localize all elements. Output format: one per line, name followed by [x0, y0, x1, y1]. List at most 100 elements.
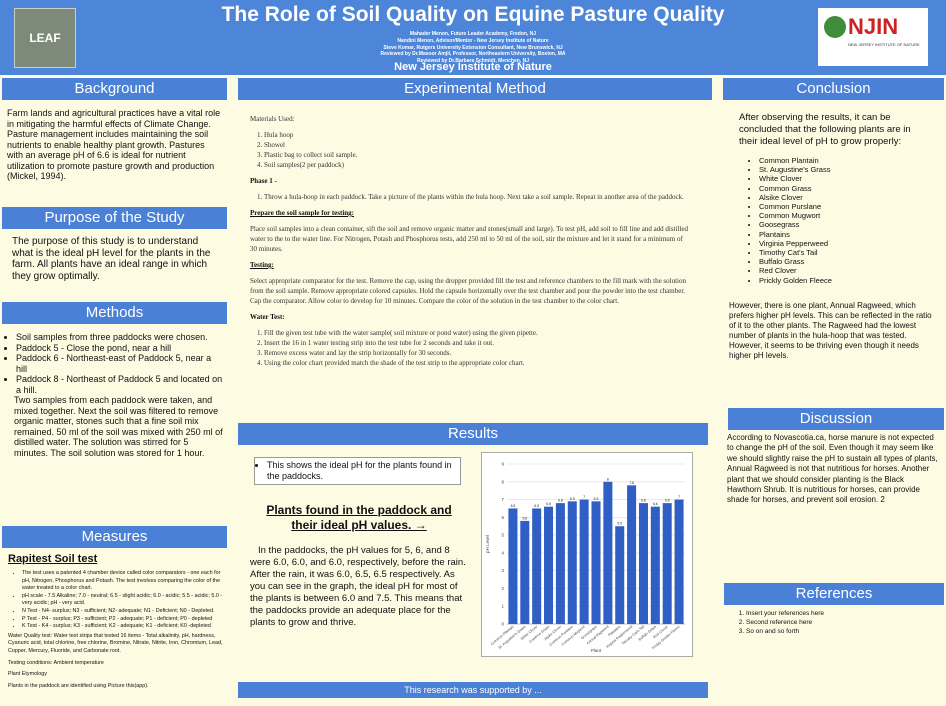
methods-note: Two samples from each paddock were taken…: [14, 395, 223, 458]
list-item: Nandini Menon, Advisor/Mentor - New Jers…: [397, 37, 549, 44]
list-item: Second reference here: [746, 618, 946, 627]
list-item: Hula hoop: [264, 130, 690, 140]
prepare-title: Prepare the soil sample for testing:: [250, 209, 355, 217]
bar: [650, 506, 660, 624]
discussion-text: According to Novascotia.ca, horse manure…: [727, 433, 938, 505]
list-item: Red Clover: [759, 266, 939, 275]
section-heading: Conclusion: [723, 78, 944, 100]
water-title: Water Test:: [250, 313, 285, 321]
bar: [508, 508, 518, 624]
list-item: Plants in the paddock are identified usi…: [8, 682, 149, 689]
results-box-text: This shows the ideal pH for the plants f…: [267, 460, 460, 482]
measures-block: The test uses a patented 4 chamber devic…: [8, 570, 230, 694]
list-item: Throw a hula-hoop in each paddock. Take …: [264, 192, 690, 202]
list-item: Buffalo Grass: [759, 257, 939, 266]
phase-title: Phase 1 -: [250, 177, 277, 185]
header-band: [0, 0, 946, 75]
section-heading: References: [724, 583, 944, 605]
bar: [520, 520, 530, 624]
list-item: Soil samples(2 per paddock): [264, 160, 690, 170]
results-caption: Plants found in the paddock and their id…: [266, 503, 452, 532]
list-item: Insert your references here: [746, 609, 946, 618]
bar: [615, 526, 625, 624]
list-item: Common Grass: [759, 184, 939, 193]
prepare-text: Place soil samples into a clean containe…: [250, 225, 688, 253]
value-label: 6.5: [511, 504, 516, 508]
section-heading: Experimental Method: [238, 78, 712, 100]
y-tick-label: 6: [501, 515, 504, 520]
list-item: Common Plantain: [759, 156, 939, 165]
measures-paragraphs: Water Quality test: Water test strips th…: [8, 633, 230, 691]
value-label: 6.6: [653, 502, 658, 506]
conclusion-intro: After observing the results, it can be c…: [739, 112, 911, 147]
conclusion-list: Common PlantainSt. Augustine's GrassWhit…: [745, 156, 939, 285]
bar: [532, 508, 542, 624]
list-item: The test uses a patented 4 chamber devic…: [22, 570, 230, 593]
methods-block: Soil samples from three paddocks were ch…: [2, 332, 224, 458]
results-box: This shows the ideal pH for the plants f…: [254, 457, 461, 485]
list-item: Virginia Pepperweed: [759, 239, 939, 248]
footer: This research was supported by ...: [238, 682, 708, 698]
list-item: Mahader Menon, Future Leader Academy, Fr…: [409, 31, 537, 37]
logo-left: LEAF: [14, 8, 76, 68]
bar: [662, 503, 672, 624]
y-tick-label: 5: [501, 533, 504, 538]
list-item: Paddock 5 - Close the pond, near a hill: [16, 343, 224, 354]
references-list: Insert your references hereSecond refere…: [730, 609, 946, 636]
value-label: 6.8: [665, 499, 670, 503]
value-label: 6.8: [641, 499, 646, 503]
list-item: Showel: [264, 140, 690, 150]
results-box-list: This shows the ideal pH for the plants f…: [255, 460, 460, 482]
section-heading: Discussion: [728, 408, 944, 430]
list-item: Plastic bag to collect soil sample.: [264, 150, 690, 160]
list-item: Plant Etymology: [8, 671, 47, 678]
list-item: N Test - N4- surplus; N3 - sufficient; N…: [22, 608, 230, 616]
methods-list: Soil samples from three paddocks were ch…: [2, 332, 224, 395]
x-axis-label: Plant: [591, 648, 602, 653]
bar: [627, 485, 637, 624]
list-item: Alsike Clover: [759, 193, 939, 202]
list-item: St. Augustine's Grass: [759, 165, 939, 174]
list-item: Prickly Golden Fleece: [759, 276, 939, 285]
bar: [603, 481, 613, 624]
value-label: 6.9: [594, 497, 599, 501]
list-item: Using the color chart provided match the…: [264, 358, 690, 368]
measures-list: The test uses a patented 4 chamber devic…: [8, 570, 230, 631]
list-item: Soil samples from three paddocks were ch…: [16, 332, 224, 343]
title: The Role of Soil Quality on Equine Pastu…: [221, 3, 725, 26]
section-heading: Measures: [2, 526, 227, 548]
value-label: 7: [583, 495, 585, 499]
results-text: In the paddocks, the pH values for 5, 6,…: [250, 545, 466, 628]
y-tick-label: 8: [501, 479, 504, 484]
section-heading: Methods: [2, 302, 227, 324]
list-item: Common Purslane: [759, 202, 939, 211]
value-label: 5.5: [617, 522, 622, 526]
phase-list: Throw a hula-hoop in each paddock. Take …: [250, 192, 690, 202]
list-item: Timothy Cat's Tail: [759, 248, 939, 257]
value-label: 6.6: [546, 502, 551, 506]
y-tick-label: 1: [501, 604, 504, 609]
list-item: Paddock 8 - Northeast of Paddock 5 and l…: [16, 374, 224, 395]
authors: Mahader Menon, Future Leader Academy, Fr…: [250, 31, 696, 65]
list-item: So on and so forth: [746, 627, 946, 636]
bar: [638, 503, 648, 624]
logo-right: NJIN: [848, 14, 899, 39]
list-item: Reviewed by Dr.Masoor Amjil, Professor, …: [380, 51, 566, 58]
value-label: 7: [678, 495, 680, 499]
list-item: P Test - P4 - surplus; P3 - sufficient; …: [22, 616, 230, 624]
materials-list: Hula hoopShowelPlastic bag to collect so…: [250, 130, 690, 170]
list-item: Remove excess water and lay the strip ho…: [264, 348, 690, 358]
y-tick-label: 7: [501, 497, 504, 502]
list-item: Common Mugwort: [759, 211, 939, 220]
y-tick-label: 4: [501, 550, 504, 555]
water-list: Fill the given test tube with the water …: [250, 328, 690, 368]
list-item: Insert the 16 in 1 water testing strip i…: [264, 338, 690, 348]
y-tick-label: 3: [501, 568, 504, 573]
list-item: Goosegrass: [759, 220, 939, 229]
list-item: Testing conditions: Ambient temperature: [8, 659, 104, 666]
value-label: 6.8: [558, 499, 563, 503]
y-tick-label: 0: [501, 622, 504, 627]
measures-subheading: Rapitest Soil test: [8, 553, 98, 565]
